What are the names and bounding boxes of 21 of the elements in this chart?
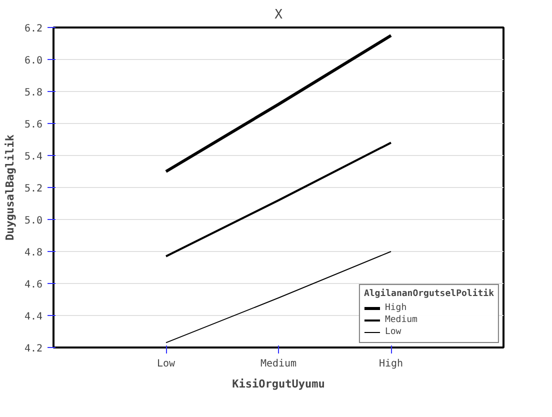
legend-label: Low	[384, 326, 402, 338]
chart-title: X	[274, 8, 283, 22]
x-axis-title: KisiOrgutUyumu	[232, 378, 325, 390]
y-tick-label: 4.4	[24, 312, 42, 322]
y-tick-label: 6.0	[24, 56, 42, 66]
legend-label: Medium	[384, 314, 418, 326]
y-tick-label: 4.6	[24, 280, 42, 290]
y-tick-label: 5.0	[24, 216, 42, 226]
y-tick-label: 5.8	[24, 88, 42, 98]
legend-title: AlgilananOrgutselPolitik	[364, 289, 494, 299]
y-tick-label: 5.6	[24, 120, 42, 130]
x-tick-label: High	[378, 358, 404, 370]
x-tick-label: Low	[156, 358, 176, 370]
y-tick-label: 4.2	[24, 344, 42, 354]
y-axis-title: DuygusalBaglilik	[3, 134, 16, 240]
y-tick-label: 6.2	[24, 24, 42, 34]
y-tick-label: 5.2	[24, 184, 42, 194]
y-tick-label: 5.4	[24, 152, 42, 162]
legend-label: High	[384, 302, 407, 314]
y-tick-label: 4.8	[24, 248, 42, 258]
x-tick-label: Medium	[260, 358, 297, 370]
